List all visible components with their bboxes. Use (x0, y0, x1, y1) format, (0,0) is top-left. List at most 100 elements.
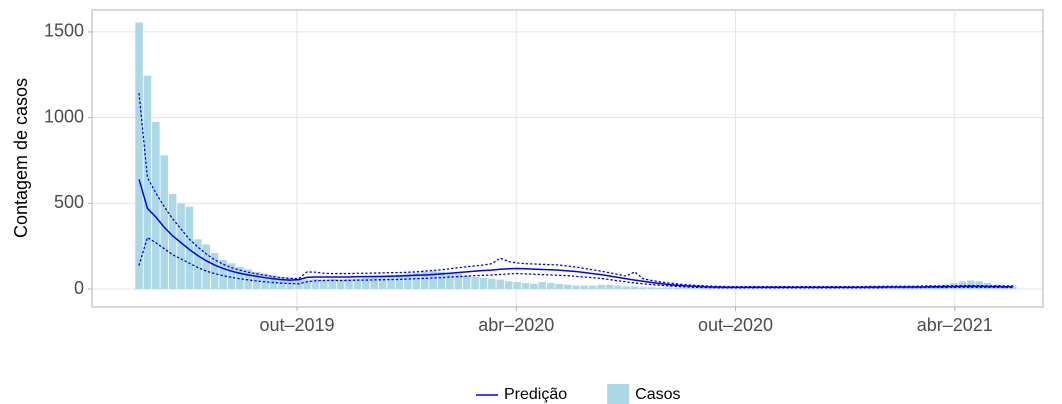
bar (454, 273, 463, 290)
bar (706, 288, 715, 290)
bar (723, 288, 731, 290)
bar (446, 272, 454, 290)
x-tick-label: out–2019 (259, 315, 334, 335)
bar (572, 285, 580, 290)
bar (202, 244, 211, 290)
bar (185, 206, 194, 290)
bar (773, 288, 782, 290)
bar (731, 288, 740, 290)
bar (756, 288, 765, 290)
bar (168, 193, 177, 290)
y-tick-label: 1000 (44, 106, 84, 126)
bar (647, 287, 656, 290)
bar (798, 288, 807, 290)
bar (412, 272, 421, 290)
bar (479, 277, 488, 290)
bar (656, 287, 664, 290)
bar (538, 282, 547, 290)
bar (437, 271, 446, 290)
bar (714, 288, 723, 290)
bar (740, 288, 748, 290)
bar (698, 288, 706, 290)
bar (395, 274, 404, 290)
prediction-line (138, 179, 1013, 289)
bar (227, 263, 236, 290)
bar (311, 278, 320, 290)
bar (639, 287, 647, 290)
bar (420, 271, 429, 290)
prediction-bound (138, 92, 1014, 288)
bar (244, 269, 253, 290)
bar (152, 121, 160, 290)
bar (160, 155, 169, 290)
bar (135, 22, 143, 290)
bar (966, 280, 975, 290)
y-axis-label: Contagem de casos (11, 78, 31, 238)
bar (387, 275, 395, 290)
y-tick-label: 500 (54, 192, 84, 212)
bar (849, 288, 857, 290)
bar (874, 288, 883, 290)
bar (597, 284, 605, 290)
bar (882, 288, 891, 290)
bar (521, 283, 530, 290)
bar (488, 278, 496, 290)
bar (504, 281, 513, 290)
bar (958, 281, 967, 290)
bar (320, 279, 328, 290)
bar (630, 286, 639, 290)
bar (891, 288, 899, 290)
bar (824, 288, 832, 290)
bar (177, 203, 185, 290)
bar (840, 288, 849, 290)
bar (252, 271, 261, 290)
legend-label: Casos (635, 386, 680, 403)
bar (378, 276, 387, 290)
bar (790, 288, 799, 290)
x-tick-label: out–2020 (698, 315, 773, 335)
bar (975, 281, 983, 290)
bar (748, 288, 757, 290)
bar (765, 288, 773, 290)
bar (219, 259, 227, 290)
y-tick-label: 1500 (44, 21, 84, 41)
bar (345, 278, 353, 290)
bar (370, 277, 379, 290)
plot-frame (91, 9, 1044, 308)
bar (815, 288, 824, 290)
bar (496, 279, 505, 290)
legend-key (607, 384, 630, 404)
bar (513, 282, 521, 290)
bar (614, 285, 622, 290)
bar (689, 288, 698, 290)
x-tick-label: abr–2021 (917, 315, 993, 335)
bar (664, 287, 673, 290)
bar (336, 279, 345, 290)
bar (404, 273, 412, 290)
bar (563, 284, 572, 290)
bar (471, 277, 479, 290)
bar (588, 285, 597, 290)
bar (782, 288, 790, 290)
bar (681, 288, 689, 290)
bar (362, 277, 370, 290)
bar (605, 284, 614, 290)
bar (622, 286, 631, 290)
bar (328, 278, 337, 290)
bar (530, 283, 538, 290)
bar (832, 288, 841, 290)
bar (555, 283, 563, 290)
bar (353, 278, 362, 290)
bar (143, 75, 152, 290)
bar (580, 285, 589, 290)
bar (546, 283, 555, 290)
bar (462, 275, 471, 290)
x-tick-label: abr–2020 (478, 315, 554, 335)
bar (194, 239, 202, 290)
bar (866, 288, 874, 290)
bar (236, 266, 244, 290)
bar (1008, 286, 1017, 290)
bar (303, 279, 311, 290)
bar (210, 253, 219, 290)
